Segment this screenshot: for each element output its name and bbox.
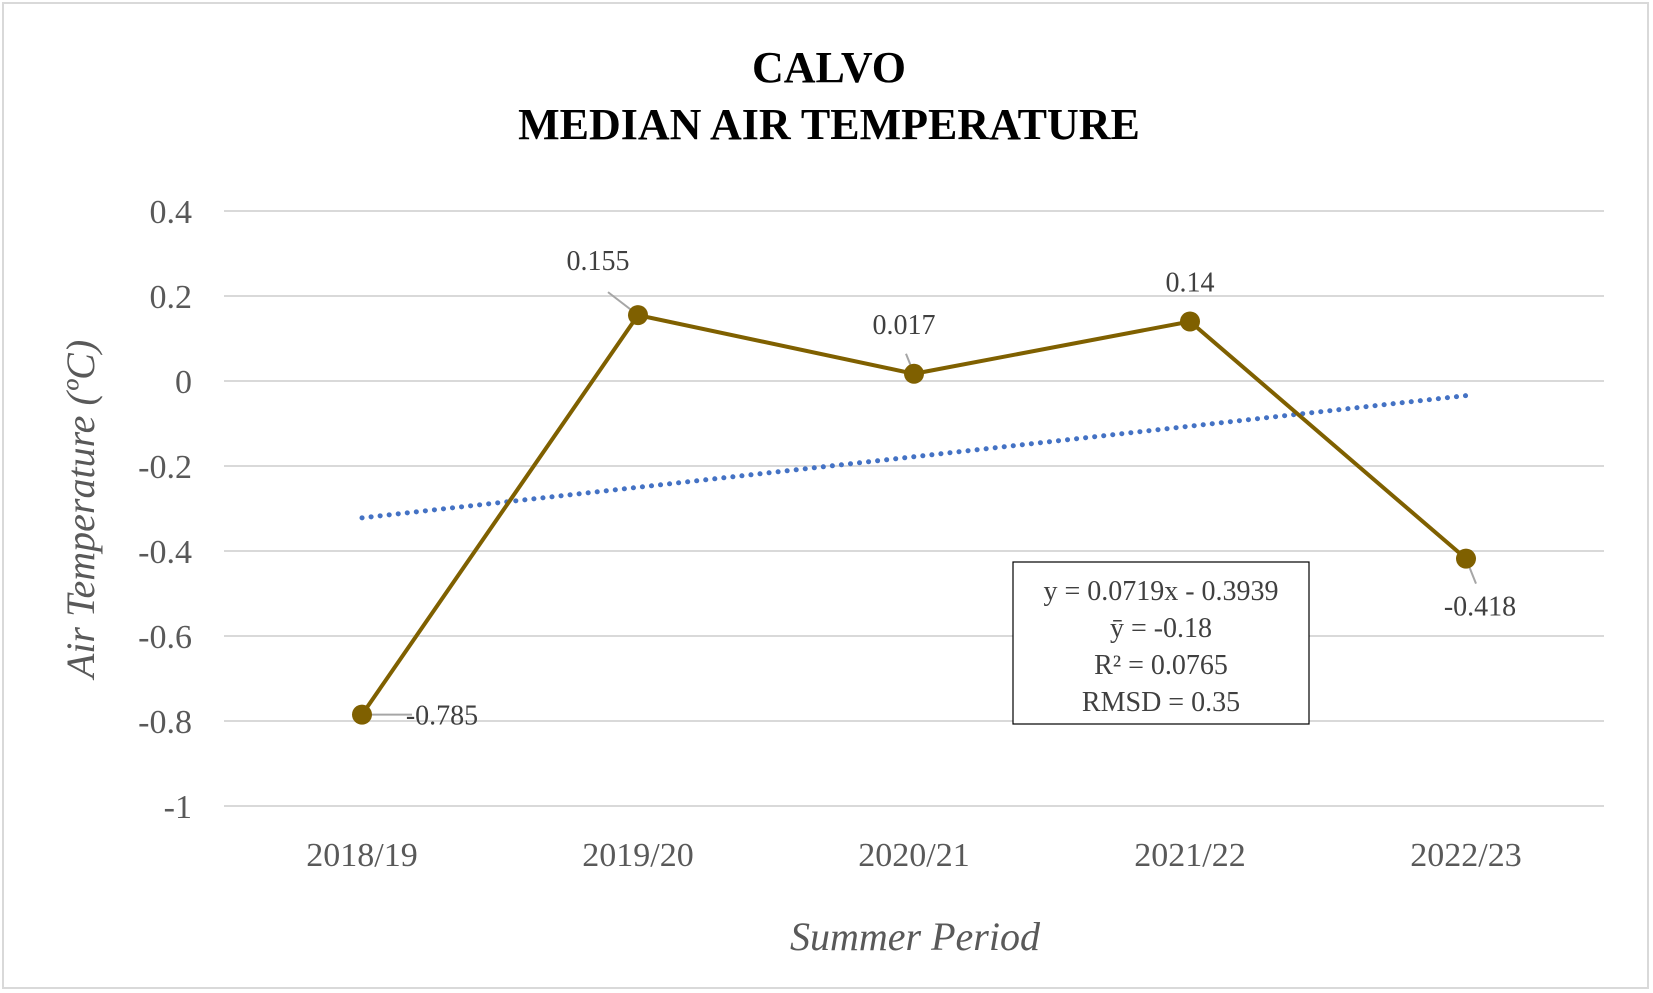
x-tick-label: 2021/22 — [1134, 837, 1245, 874]
data-point — [352, 704, 372, 725]
y-tick-label: 0.2 — [150, 279, 193, 316]
equation-line-3: R² = 0.0765 — [1094, 650, 1228, 681]
y-tick-label: 0.4 — [150, 194, 193, 231]
equation-line-2: ȳ = -0.18 — [1110, 613, 1212, 644]
x-axis-ticks: 2018/19 2019/20 2020/21 2021/22 2022/23 — [306, 837, 1521, 874]
data-label: 0.155 — [567, 246, 630, 277]
equation-box: y = 0.0719x - 0.3939 ȳ = -0.18 R² = 0.07… — [1012, 561, 1310, 725]
data-label: -0.785 — [406, 701, 478, 732]
data-point — [628, 305, 648, 326]
x-tick-label: 2018/19 — [306, 837, 417, 874]
y-tick-label: -0.2 — [138, 449, 192, 486]
y-tick-label: -0.8 — [138, 704, 192, 741]
data-point — [1180, 311, 1200, 332]
data-point — [904, 363, 924, 384]
data-label: 0.017 — [873, 310, 936, 341]
title-line-2: MEDIAN AIR TEMPERATURE — [518, 100, 1140, 149]
x-tick-label: 2020/21 — [858, 837, 969, 874]
trendline — [359, 393, 1469, 521]
chart-title: CALVO MEDIAN AIR TEMPERATURE — [518, 43, 1140, 149]
y-tick-label: -0.4 — [138, 534, 192, 571]
x-tick-label: 2019/20 — [582, 837, 693, 874]
y-tick-label: 0 — [175, 364, 192, 401]
x-tick-label: 2022/23 — [1410, 837, 1521, 874]
y-tick-label: -1 — [164, 789, 192, 826]
y-axis-ticks: 0.4 0.2 0 -0.2 -0.4 -0.6 -0.8 -1 — [138, 194, 192, 826]
equation-line-4: RMSD = 0.35 — [1082, 687, 1240, 718]
equation-box-border — [1012, 561, 1310, 725]
chart-svg: CALVO MEDIAN AIR TEMPERATURE 0.4 0.2 0 -0.2… — [58, 43, 1604, 959]
trendline-path — [359, 393, 1469, 521]
y-tick-label: -0.6 — [138, 619, 192, 656]
data-point — [1456, 548, 1476, 569]
y-axis-title: Air Temperature (ºC) — [58, 340, 103, 681]
equation-line-1: y = 0.0719x - 0.3939 — [1043, 576, 1278, 607]
title-line-1: CALVO — [752, 43, 906, 92]
x-axis-title: Summer Period — [790, 914, 1041, 959]
series-line: -0.785 0.155 0.017 0.14 -0.418 — [352, 246, 1516, 732]
data-label: 0.14 — [1166, 268, 1215, 299]
data-label: -0.418 — [1444, 592, 1516, 623]
